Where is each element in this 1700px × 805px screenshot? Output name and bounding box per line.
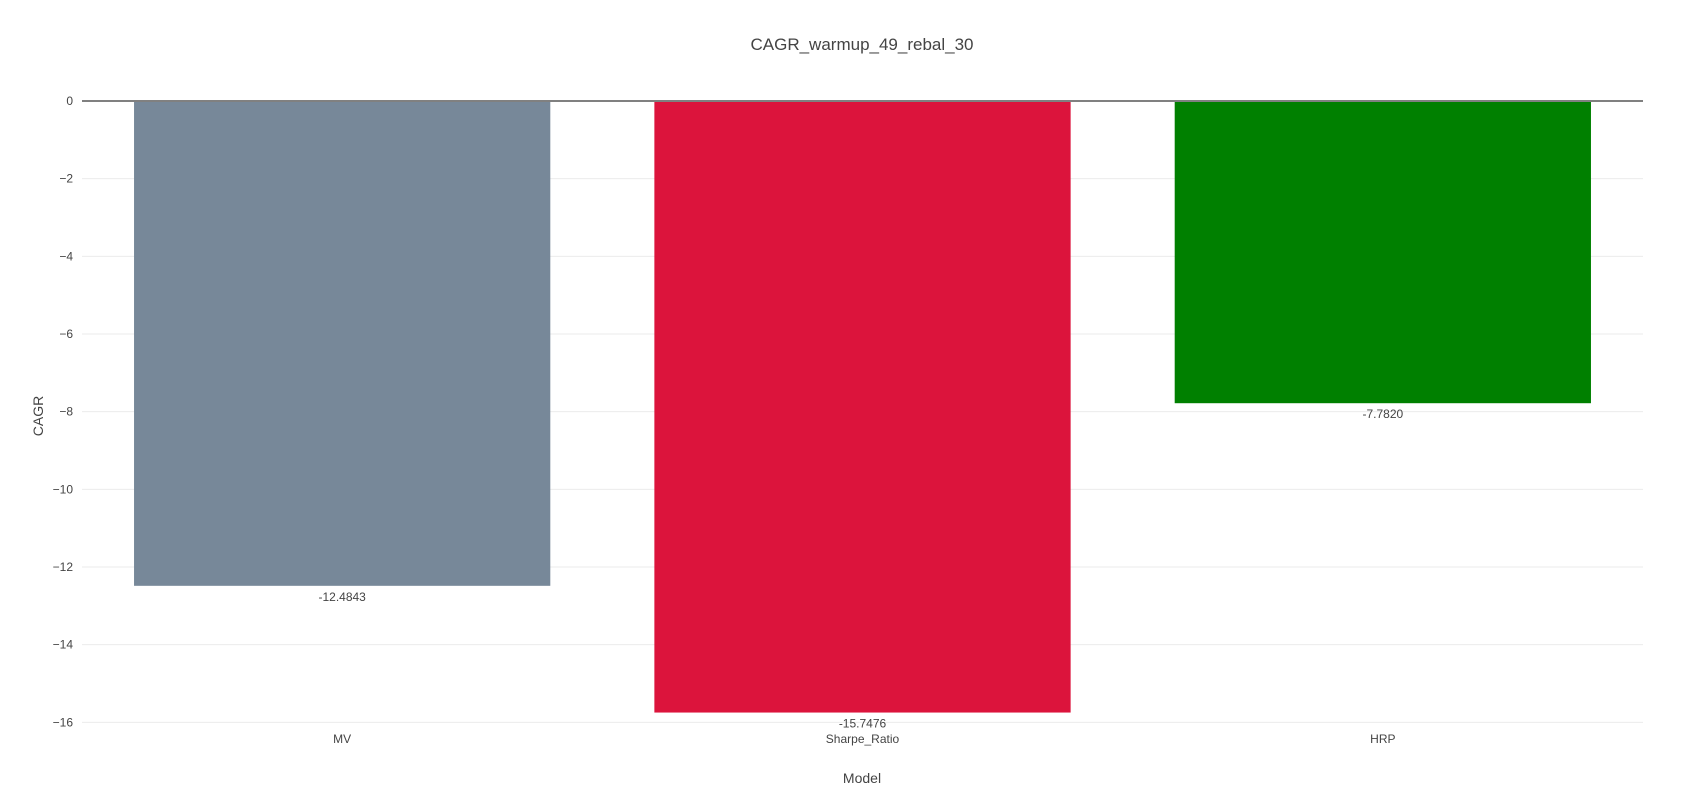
data-labels: -12.4843 -15.7476 -7.7820 — [318, 407, 1403, 730]
x-axis-ticks: MV Sharpe_Ratio HRP — [333, 732, 1395, 746]
y-tick-label: −16 — [53, 715, 74, 729]
y-axis-ticks: 0 −2 −4 −6 −8 −10 −12 −14 −16 — [53, 94, 74, 729]
x-tick-label: Sharpe_Ratio — [826, 732, 900, 746]
data-label: -15.7476 — [839, 717, 887, 731]
x-tick-label: MV — [333, 732, 351, 746]
y-tick-label: −8 — [59, 405, 73, 419]
data-label: -7.7820 — [1362, 407, 1403, 421]
x-axis-title: Model — [843, 770, 881, 786]
bars — [134, 101, 1591, 713]
y-tick-label: −6 — [59, 327, 73, 341]
bar-hrp — [1174, 101, 1591, 404]
y-axis-title: CAGR — [30, 396, 46, 436]
y-tick-label: −14 — [53, 638, 74, 652]
y-tick-label: −4 — [59, 249, 73, 263]
y-tick-label: −2 — [59, 172, 73, 186]
y-tick-label: −10 — [53, 482, 74, 496]
data-label: -12.4843 — [318, 590, 366, 604]
y-tick-label: −12 — [53, 560, 74, 574]
bar-sharpe-ratio — [654, 101, 1071, 713]
chart-title: CAGR_warmup_49_rebal_30 — [750, 35, 973, 54]
y-tick-label: 0 — [66, 94, 73, 108]
x-tick-label: HRP — [1370, 732, 1395, 746]
bar-mv — [134, 101, 551, 586]
